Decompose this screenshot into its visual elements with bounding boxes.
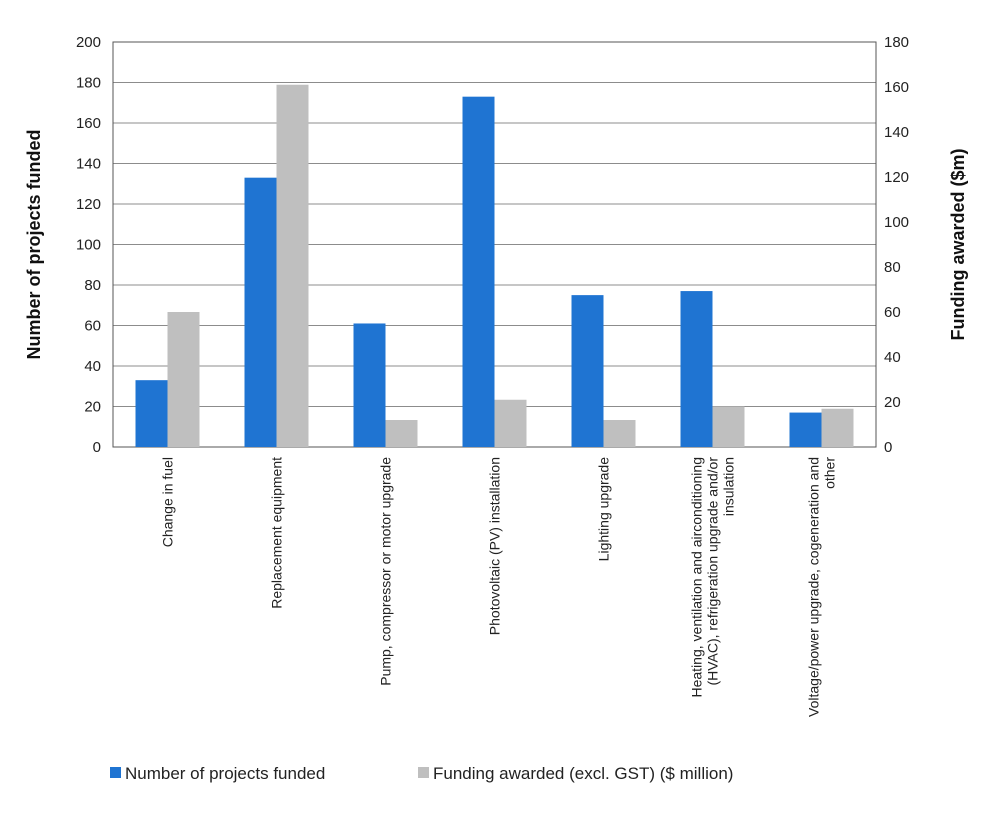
bars (135, 84, 854, 448)
bar (712, 406, 745, 447)
category-label-line: Voltage/power upgrade, cogeneration and (806, 457, 822, 717)
left-tick-label: 140 (76, 156, 101, 173)
bar (353, 323, 386, 447)
left-tick-label: 80 (84, 277, 101, 294)
right-tick-label: 60 (884, 304, 901, 321)
category-label-line: Photovoltaic (PV) installation (487, 457, 503, 635)
bar (571, 295, 604, 447)
category-label-line: Change in fuel (160, 457, 176, 547)
left-tick-label: 60 (84, 318, 101, 335)
bar (603, 420, 636, 447)
left-tick-label: 0 (93, 439, 101, 456)
left-tick-label: 120 (76, 196, 101, 213)
right-tick-label: 180 (884, 34, 909, 51)
legend-label-projects: Number of projects funded (125, 764, 325, 783)
left-axis-title: Number of projects funded (24, 129, 44, 359)
category-label: Voltage/power upgrade, cogeneration and o… (806, 457, 838, 717)
left-tick-label: 200 (76, 34, 101, 51)
right-tick-label: 120 (884, 169, 909, 186)
category-label-line: (HVAC), refrigeration upgrade and/or (705, 457, 721, 686)
left-tick-label: 20 (84, 399, 101, 416)
left-tick-label: 160 (76, 115, 101, 132)
category-label-line: Lighting upgrade (596, 457, 612, 562)
legend: Number of projects funded Funding awarde… (110, 764, 733, 783)
bar (821, 408, 854, 447)
right-tick-label: 160 (884, 79, 909, 96)
category-label-line: insulation (721, 457, 737, 516)
left-tick-label: 40 (84, 358, 101, 375)
legend-swatch-funding (418, 767, 429, 778)
category-label-line: Pump, compressor or motor upgrade (378, 457, 394, 686)
right-tick-label: 20 (884, 394, 901, 411)
left-tick-label: 180 (76, 75, 101, 92)
legend-swatch-projects (110, 767, 121, 778)
bar (789, 412, 822, 447)
right-tick-label: 40 (884, 349, 901, 366)
legend-label-funding: Funding awarded (excl. GST) ($ million) (433, 764, 733, 783)
category-label: Lighting upgrade (596, 457, 612, 562)
category-labels: Change in fuel Replacement equipment Pump,… (160, 457, 838, 717)
right-tick-label: 140 (884, 124, 909, 141)
left-axis-ticks: 0 20 40 60 80 100 120 140 160 180 200 (76, 34, 101, 456)
bar (680, 291, 713, 447)
bar (494, 399, 527, 447)
category-label-line: Heating, ventilation and airconditioning (689, 457, 705, 698)
category-label: Heating, ventilation and airconditioning… (689, 457, 737, 698)
category-label-line: other (822, 457, 838, 489)
category-label: Pump, compressor or motor upgrade (378, 457, 394, 686)
bar (462, 96, 495, 448)
bar (135, 380, 168, 447)
right-axis-title: Funding awarded ($m) (948, 148, 968, 340)
right-tick-label: 100 (884, 214, 909, 231)
left-tick-label: 100 (76, 237, 101, 254)
bar (385, 420, 418, 447)
bar (167, 312, 200, 447)
category-label-line: Replacement equipment (269, 457, 285, 609)
category-label: Change in fuel (160, 457, 176, 547)
bar (244, 177, 277, 448)
right-axis-ticks: 0 20 40 60 80 100 120 140 160 180 (884, 34, 909, 456)
right-tick-label: 80 (884, 259, 901, 276)
category-label: Photovoltaic (PV) installation (487, 457, 503, 635)
right-tick-label: 0 (884, 439, 892, 456)
bar (276, 84, 309, 447)
category-label: Replacement equipment (269, 457, 285, 609)
